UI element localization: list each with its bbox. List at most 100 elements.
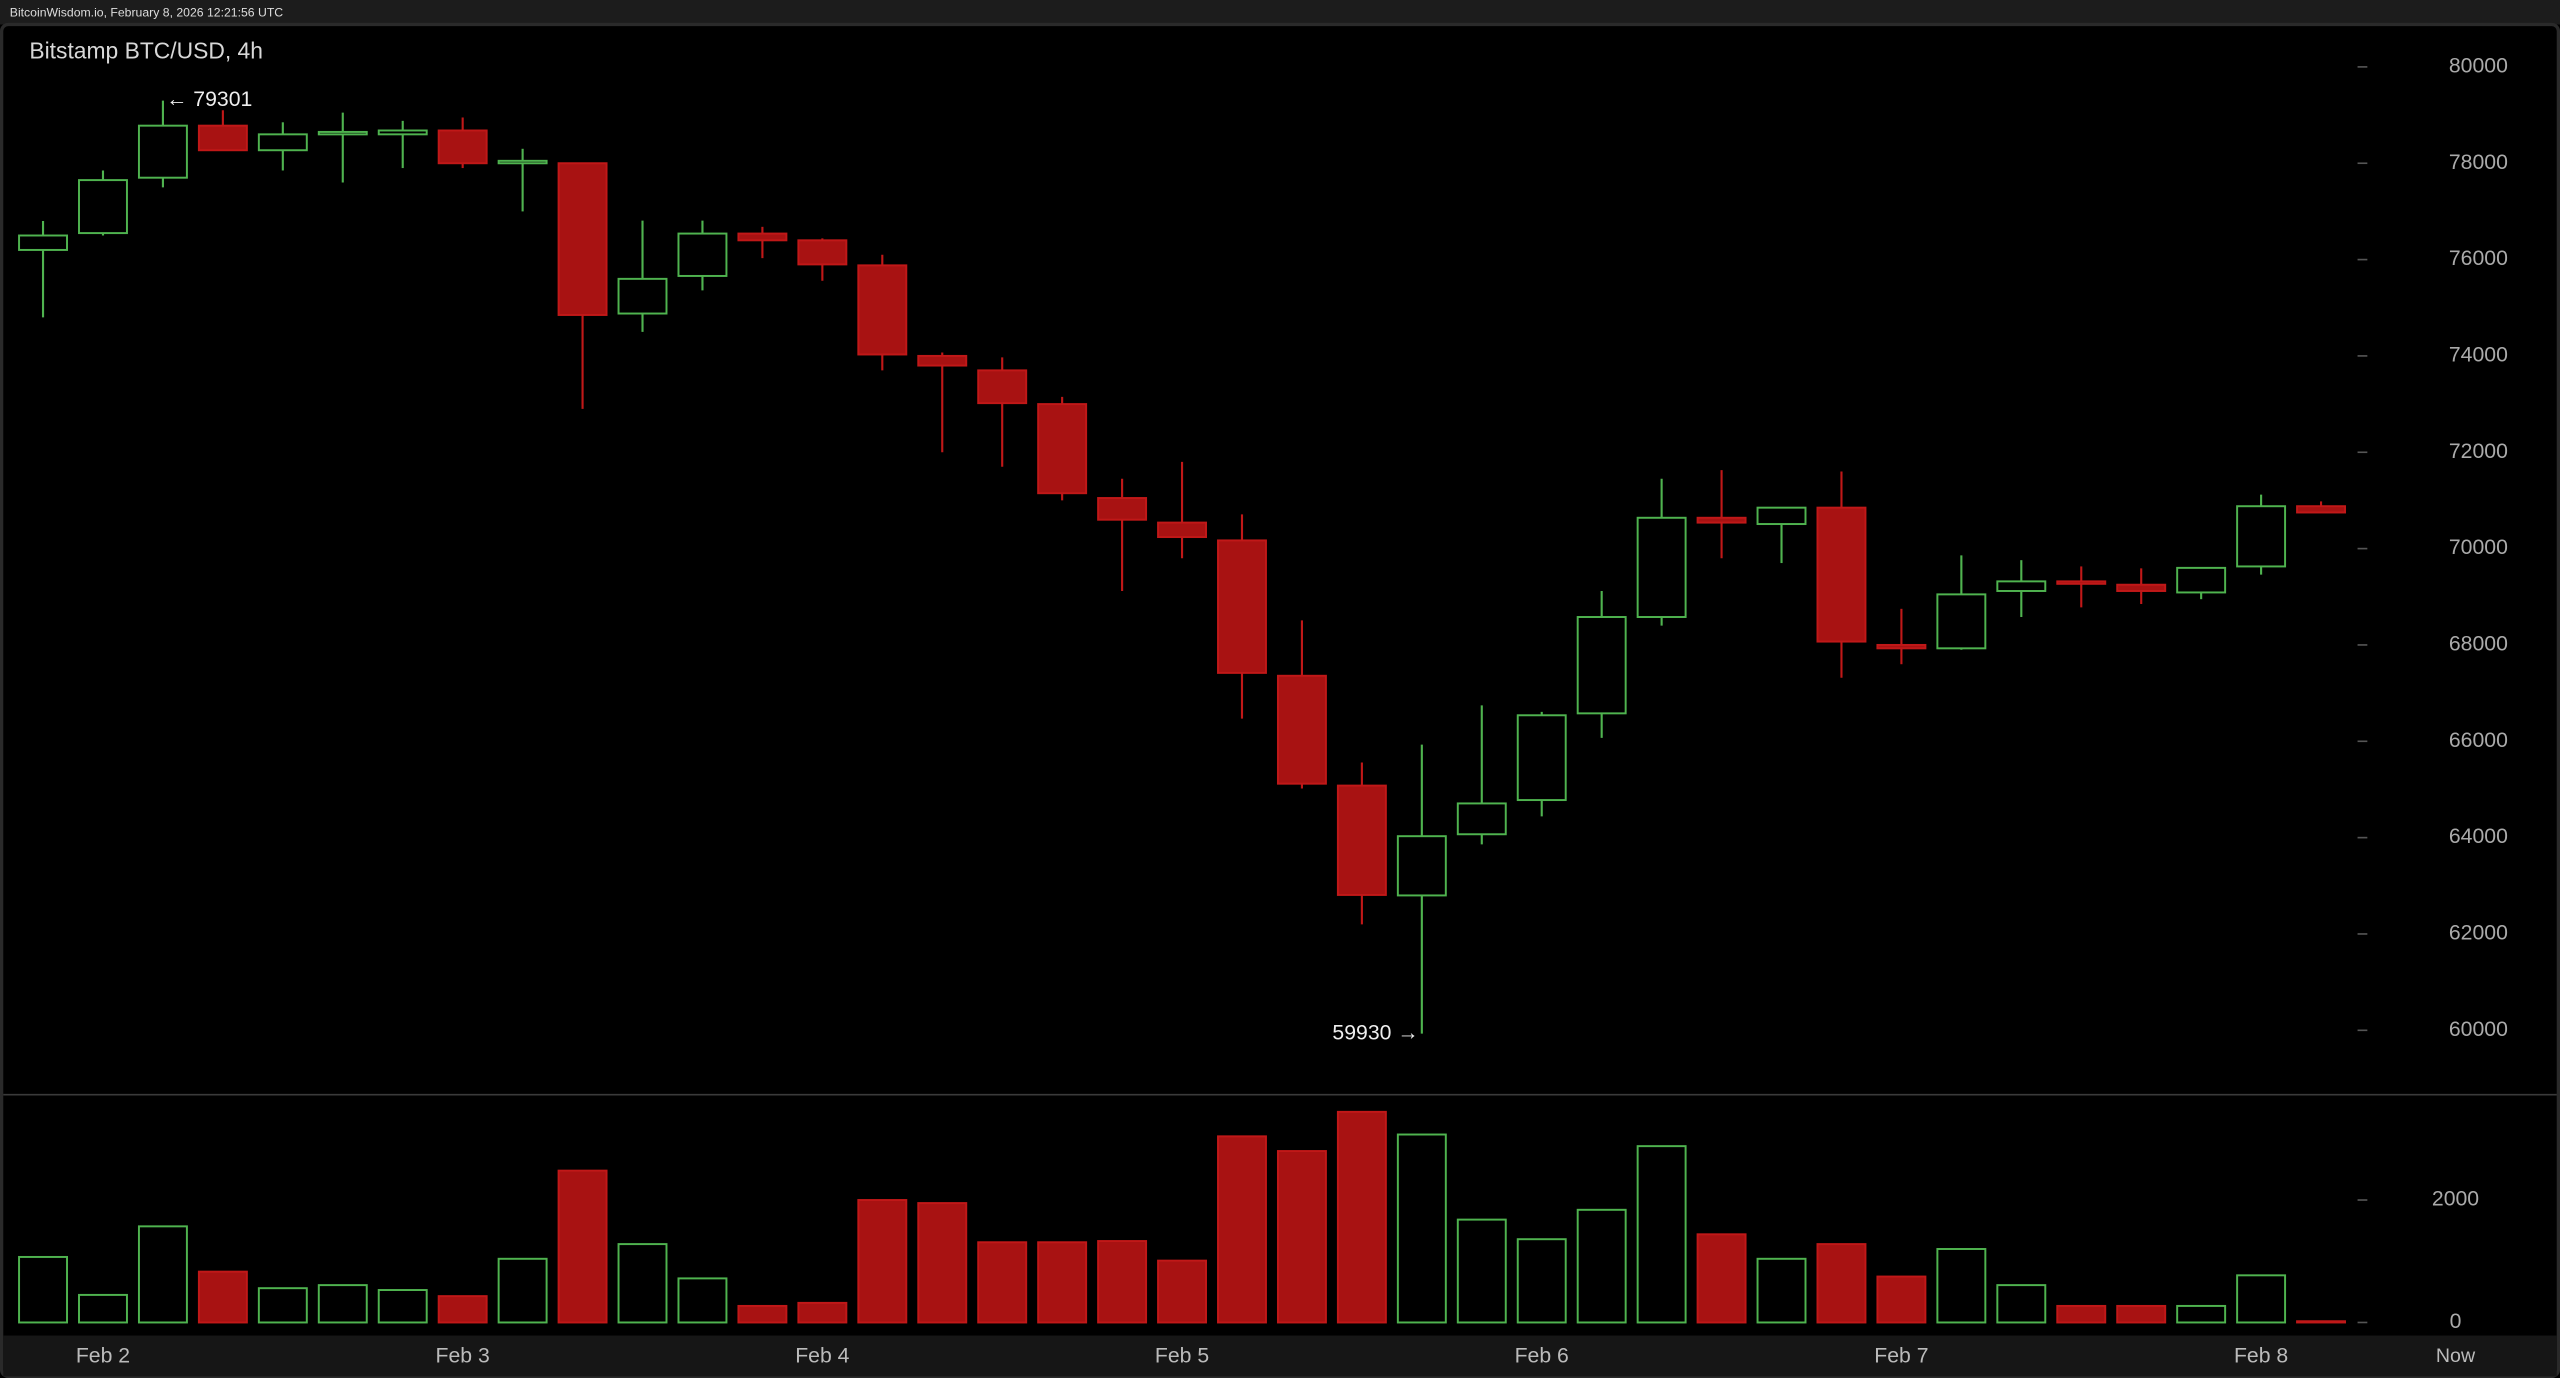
y-tick-label: 62000 (2449, 922, 2508, 945)
volume-bar (737, 1304, 788, 1324)
volume-bar (18, 1255, 68, 1324)
volume-bar (857, 1199, 908, 1324)
candle-body (317, 130, 368, 136)
volume-bar (1816, 1243, 1867, 1324)
x-tick-label: Feb 3 (436, 1344, 490, 1367)
candle-body (497, 159, 548, 165)
y-tick-label: 64000 (2449, 825, 2508, 848)
top-bar (0, 0, 2560, 25)
x-tick-label: Feb 8 (2234, 1344, 2288, 1367)
candle-body (1936, 593, 1987, 650)
candle-body (977, 369, 1028, 405)
candle-body (917, 354, 968, 367)
x-tick-label: Feb 2 (76, 1344, 130, 1367)
volume-bar (917, 1202, 968, 1324)
max-annotation: ← 79301 (166, 88, 252, 111)
candle-body (2056, 580, 2107, 585)
volume-bar (437, 1295, 488, 1324)
volume-bar (1576, 1208, 1627, 1324)
volume-bar (377, 1289, 428, 1324)
volume-bar (1097, 1240, 1148, 1324)
candle-body (857, 264, 908, 356)
volume-bar (1516, 1238, 1567, 1324)
candle-body (797, 239, 848, 266)
y-tick-label: 80000 (2449, 55, 2508, 78)
candle-body (1097, 497, 1148, 521)
y-tick-label: 74000 (2449, 344, 2508, 367)
now-label: Now (2436, 1345, 2476, 1367)
y-tick-label: 72000 (2449, 440, 2508, 463)
volume-tick-label: 2000 (2432, 1188, 2479, 1211)
volume-bar (1217, 1135, 1267, 1324)
volume-bar (1876, 1275, 1927, 1324)
candle-body (1816, 506, 1867, 643)
x-axis-bar (3, 1335, 2557, 1377)
volume-bar (797, 1301, 848, 1324)
chart-title: Bitstamp BTC/USD, 4h (29, 37, 263, 63)
x-tick-label: Feb 6 (1515, 1344, 1569, 1367)
candle-body (1516, 714, 1567, 802)
volume-bar (1157, 1259, 1207, 1324)
volume-bar (1336, 1110, 1387, 1324)
volume-bar (497, 1257, 548, 1324)
candle-body (1396, 835, 1447, 897)
volume-bar (1396, 1133, 1447, 1324)
volume-bar (1756, 1257, 1807, 1324)
candle-body (2296, 505, 2347, 514)
candle-body (1336, 784, 1387, 896)
candle-body (1037, 403, 1088, 495)
volume-bar (2296, 1320, 2347, 1324)
y-tick-label: 78000 (2449, 151, 2508, 174)
candle-body (1756, 506, 1807, 526)
volume-bar (2056, 1304, 2107, 1324)
candle-body (1696, 516, 1747, 524)
candle-body (2116, 583, 2167, 592)
volume-bar (2176, 1304, 2227, 1324)
volume-bar (2236, 1274, 2287, 1324)
candle-body (2176, 566, 2227, 594)
candle-body (137, 124, 188, 179)
candle-body (617, 277, 668, 315)
x-tick-label: Feb 5 (1155, 1344, 1209, 1367)
volume-bar (1276, 1150, 1327, 1324)
candle-body (257, 133, 308, 152)
volume-bar (2116, 1304, 2167, 1324)
volume-bar (257, 1287, 308, 1324)
candle-body (1276, 674, 1327, 785)
candle-body (1636, 516, 1687, 618)
volume-bar (1696, 1233, 1747, 1324)
candle-body (557, 162, 608, 316)
volume-bar (1636, 1145, 1687, 1324)
volume-bar (78, 1293, 128, 1324)
candle-body (1217, 539, 1267, 674)
candle-body (1157, 521, 1207, 539)
volume-bar (1037, 1241, 1088, 1324)
candle-body (1456, 802, 1507, 836)
volume-bar (1456, 1218, 1507, 1324)
min-annotation: 59930 → (1332, 1021, 1418, 1044)
candle-body (1876, 643, 1927, 650)
candle-body (437, 129, 488, 165)
volume-bar (197, 1270, 248, 1324)
volume-bar (677, 1277, 728, 1324)
candle-body (377, 129, 428, 136)
volume-tick-label: 0 (2450, 1310, 2462, 1333)
candle-body (737, 232, 788, 242)
volume-bar (317, 1284, 368, 1324)
y-tick-label: 66000 (2449, 729, 2508, 752)
volume-bar (1936, 1248, 1987, 1324)
volume-bar (977, 1241, 1028, 1324)
x-tick-label: Feb 4 (795, 1344, 849, 1367)
y-tick-label: 68000 (2449, 633, 2508, 656)
candle-body (197, 124, 248, 152)
header: BitcoinWisdom.io, February 8, 2026 12:21… (10, 5, 284, 19)
candle-body (1576, 616, 1627, 715)
candle-body (677, 232, 728, 277)
y-tick-label: 76000 (2449, 247, 2508, 270)
volume-bar (617, 1243, 668, 1324)
volume-bar (1996, 1284, 2047, 1324)
candle-body (78, 179, 128, 235)
candle-body (2236, 505, 2287, 568)
y-tick-label: 70000 (2449, 536, 2508, 559)
